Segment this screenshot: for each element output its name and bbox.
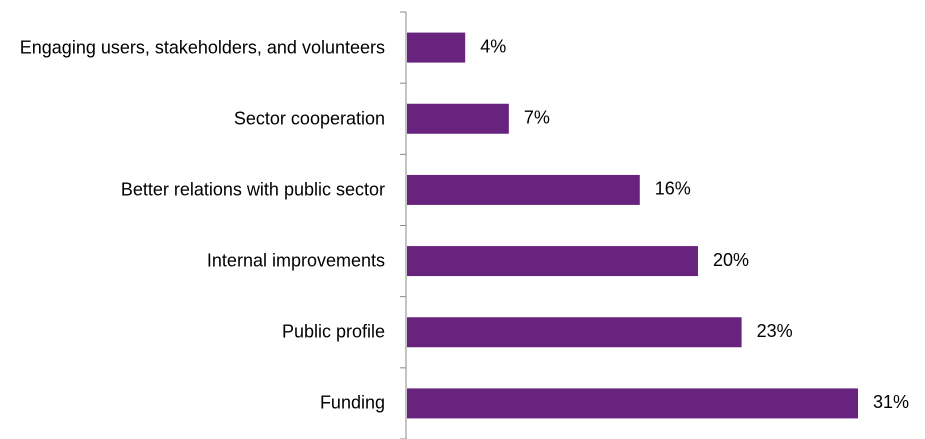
bar [407, 103, 509, 134]
bar [407, 317, 742, 348]
value-label: 20% [713, 250, 749, 270]
category-label: Internal improvements [206, 250, 385, 271]
category-label: Better relations with public sector [120, 179, 385, 200]
bar [407, 32, 466, 63]
value-label: 7% [524, 108, 550, 128]
category-label: Sector cooperation [233, 108, 385, 129]
bar [407, 388, 858, 419]
category-label: Public profile [281, 321, 385, 342]
category-label: Engaging users, stakeholders, and volunt… [19, 37, 385, 58]
value-label: 16% [655, 179, 691, 199]
category-label: Funding [319, 392, 385, 413]
value-label: 31% [873, 392, 909, 412]
bar [407, 174, 640, 205]
bar [407, 246, 698, 277]
value-label: 23% [757, 321, 793, 341]
value-label: 4% [480, 36, 506, 56]
